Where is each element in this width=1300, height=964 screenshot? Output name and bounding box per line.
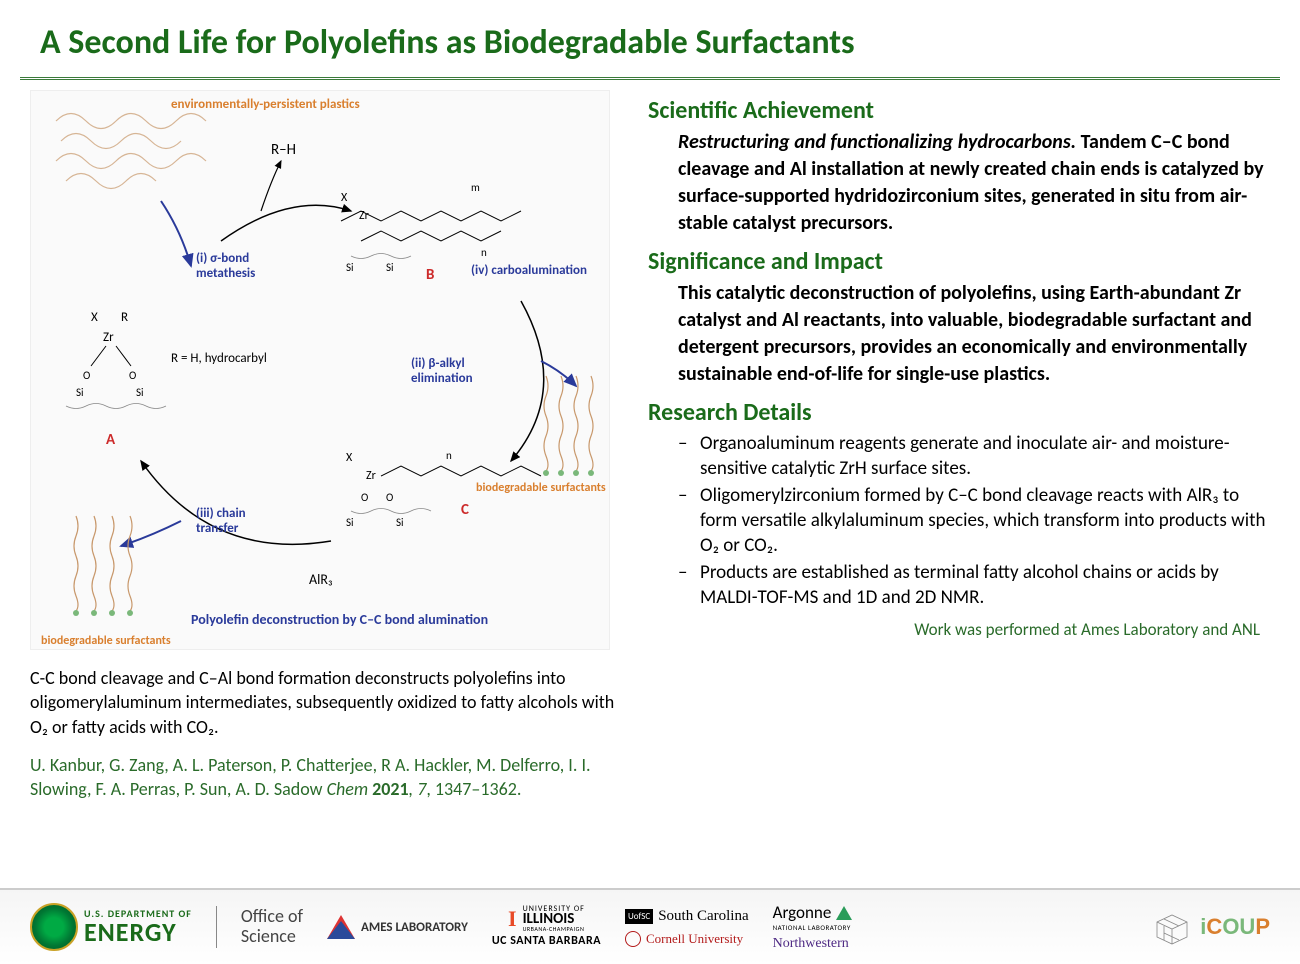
title-divider (20, 77, 1280, 80)
species-c-structure: X Zr n Si Si O O (331, 441, 561, 571)
species-a-structure: X R Zr O O Si Si (61, 301, 231, 431)
step1-label: (i) σ-bond metathesis (196, 251, 286, 281)
cornell-text: Cornell University (646, 931, 743, 947)
sc-cornell-stack: UofSC South Carolina Cornell University (625, 908, 749, 947)
persistent-plastics-label: environmentally-persistent plastics (171, 97, 360, 112)
species-c-label: C (461, 501, 469, 519)
figure-caption: C-C bond cleavage and C–Al bond formatio… (30, 666, 630, 739)
details-bullets: Organoaluminum reagents generate and ino… (648, 431, 1270, 611)
illinois-sub: URBANA-CHAMPAIGN (523, 927, 585, 932)
nw-text: Northwestern (773, 936, 849, 952)
svg-text:Si: Si (136, 386, 144, 399)
surfactants-label-right: biodegradable surfactants (476, 481, 606, 495)
svg-text:Si: Si (76, 386, 84, 399)
details-heading: Research Details (648, 398, 1270, 427)
species-b-label: B (426, 266, 434, 284)
svg-text:Zr: Zr (366, 469, 376, 483)
citation-pages: , 1347–1362. (426, 778, 521, 800)
argonne-sub: NATIONAL LABORATORY (773, 923, 851, 932)
svg-text:O: O (83, 369, 90, 382)
step3-label: (iii) chain transfer (196, 506, 276, 536)
sc-box-icon: UofSC (625, 909, 653, 924)
separator-icon (216, 906, 217, 948)
svg-text:n: n (446, 449, 452, 462)
right-column: Scientific Achievement Restructuring and… (648, 90, 1270, 801)
svg-text:Si: Si (346, 261, 354, 274)
r-equals-label: R = H, hydrocarbyl (171, 351, 267, 366)
surfactant-chains-left (66, 511, 151, 621)
diagram-bottom-title: Polyolefin deconstruction by C–C bond al… (191, 611, 488, 628)
left-column: environmentally-persistent plastics R–H … (30, 90, 630, 801)
species-a-label: A (106, 431, 115, 449)
lattice-icon (1152, 907, 1192, 947)
alr3-label: AlR₃ (309, 571, 333, 588)
illinois-i-icon: I (508, 906, 517, 932)
surfactant-chains-right (536, 371, 606, 481)
work-performed-note: Work was performed at Ames Laboratory an… (648, 619, 1270, 640)
significance-heading: Significance and Impact (648, 247, 1270, 276)
reaction-cycle-diagram: environmentally-persistent plastics R–H … (30, 90, 610, 650)
footer-logos: U.S. DEPARTMENT OF ENERGY Office ofScien… (0, 888, 1300, 964)
cornell-seal-icon (625, 931, 641, 947)
step4-label: (iv) carboalumination (471, 263, 587, 278)
ames-logo: AMES LABORATORY (327, 915, 468, 939)
argonne-nw-stack: Argonne NATIONAL LABORATORY Northwestern (773, 902, 853, 952)
citation-journal: Chem (327, 778, 373, 800)
bullet-item: Products are established as terminal fat… (678, 560, 1270, 610)
doe-seal-icon (30, 903, 78, 951)
page-title: A Second Life for Polyolefins as Biodegr… (0, 0, 1300, 77)
icoup-text: iCOUP (1200, 914, 1270, 940)
achievement-body: Restructuring and functionalizing hydroc… (648, 129, 1270, 237)
bullet-item: Organoaluminum reagents generate and ino… (678, 431, 1270, 481)
step2-label: (ii) β-alkyl elimination (411, 356, 501, 386)
svg-text:Zr: Zr (103, 330, 114, 345)
citation-year: 2021 (372, 778, 409, 800)
office-of-science-label: Office ofScience (241, 907, 303, 947)
svg-text:Si: Si (396, 516, 404, 529)
significance-body: This catalytic deconstruction of polyole… (648, 280, 1270, 388)
illinois-ucsb-stack: I UNIVERSITY OF ILLINOIS URBANA-CHAMPAIG… (492, 906, 601, 948)
svg-text:Zr: Zr (359, 209, 369, 223)
citation-vol: , 7 (409, 778, 427, 800)
bullet-item: Oligomerylzirconium formed by C–C bond c… (678, 483, 1270, 558)
polymer-blob-icon (51, 101, 211, 191)
svg-text:O: O (386, 491, 393, 504)
citation: U. Kanbur, G. Zang, A. L. Paterson, P. C… (30, 753, 630, 802)
svg-text:X: X (91, 310, 98, 325)
svg-text:X: X (346, 451, 353, 465)
surfactants-label-left: biodegradable surfactants (41, 634, 171, 648)
svg-text:R: R (121, 310, 128, 325)
svg-text:Si: Si (386, 261, 394, 274)
content-area: environmentally-persistent plastics R–H … (0, 90, 1300, 801)
svg-text:m: m (471, 181, 480, 194)
icoup-logo: iCOUP (1152, 907, 1270, 947)
svg-text:X: X (341, 191, 348, 205)
achievement-heading: Scientific Achievement (648, 96, 1270, 125)
argonne-text: Argonne (773, 902, 832, 923)
svg-text:O: O (129, 369, 136, 382)
ames-text: AMES LABORATORY (361, 920, 468, 935)
ames-triangle-icon (327, 915, 355, 939)
sc-text: South Carolina (658, 908, 748, 925)
doe-big-text: ENERGY (84, 919, 192, 945)
doe-logo: U.S. DEPARTMENT OF ENERGY (30, 903, 192, 951)
svg-text:Si: Si (346, 516, 354, 529)
rh-label: R–H (271, 141, 296, 159)
argonne-triangle-icon (836, 906, 852, 920)
svg-text:O: O (361, 491, 368, 504)
svg-text:n: n (481, 246, 487, 259)
achievement-lead: Restructuring and functionalizing hydroc… (678, 130, 1076, 154)
ucsb-text: UC SANTA BARBARA (492, 934, 601, 948)
